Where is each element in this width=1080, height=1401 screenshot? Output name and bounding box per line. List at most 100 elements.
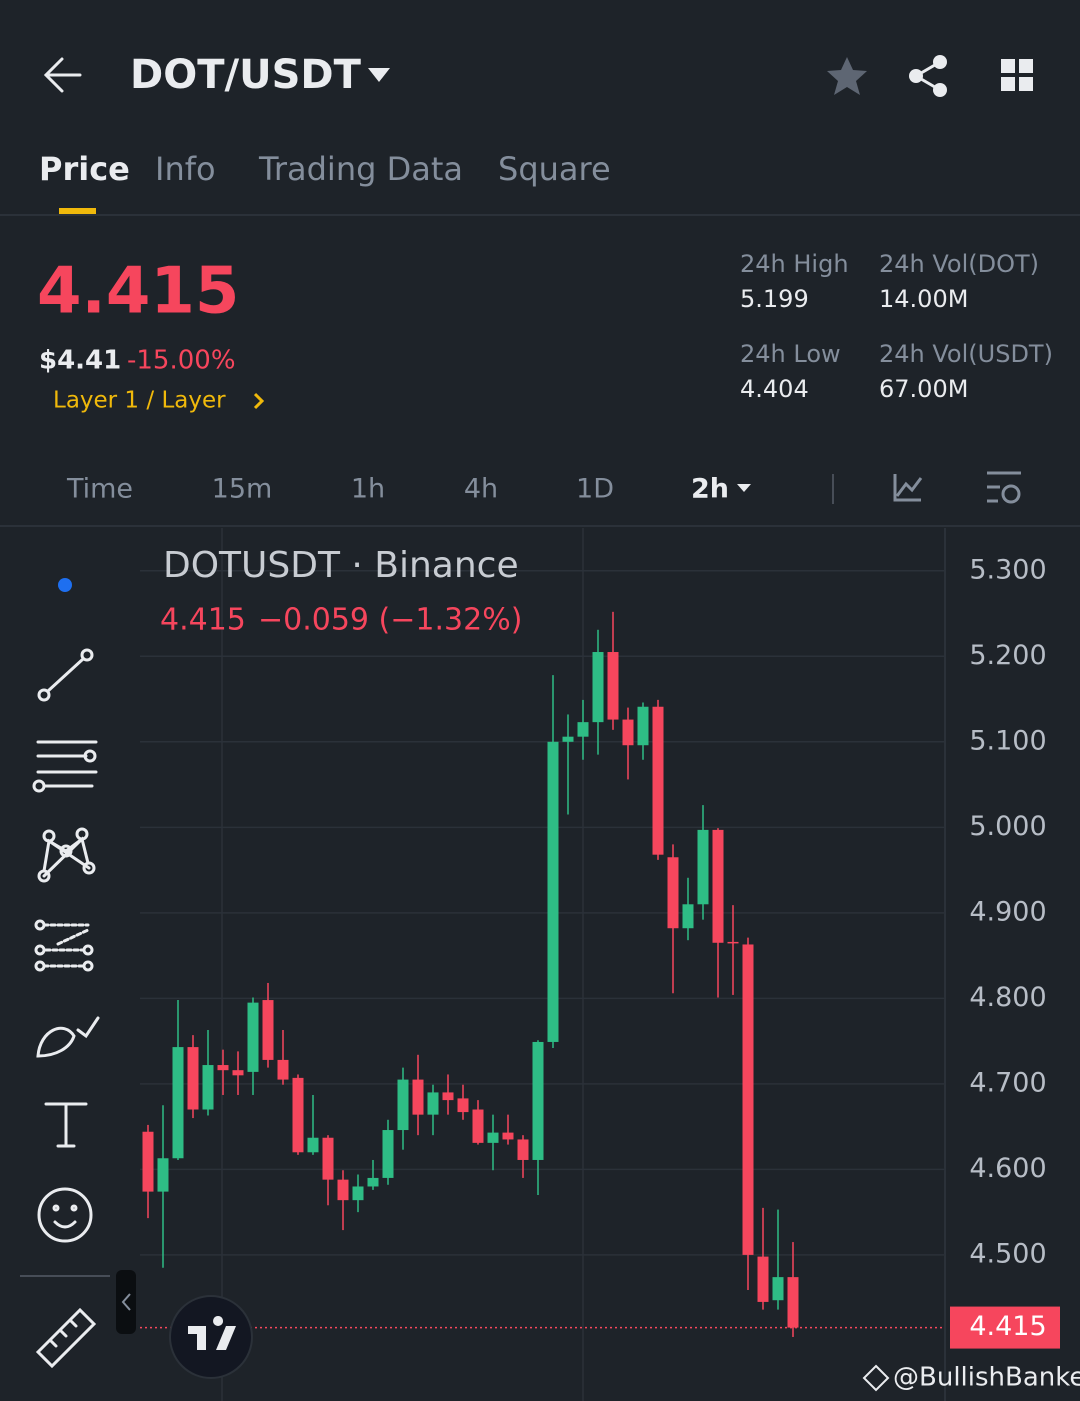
tab[interactable]: Price <box>39 150 130 188</box>
timeframe[interactable]: 1h <box>351 474 385 505</box>
interval-dropdown[interactable] <box>737 484 751 492</box>
stat-value: 14.00M <box>879 285 968 313</box>
chart-ohlc-price: 4.415 <box>160 603 246 638</box>
stat-label: 24h High <box>740 250 849 278</box>
last-price-label: 4.415 <box>969 1311 1046 1342</box>
favorite-icon[interactable] <box>827 57 867 95</box>
candle-body <box>367 1177 379 1187</box>
price-change: -15.00% <box>127 346 236 376</box>
collapse-arrow <box>121 1293 131 1311</box>
stat-value: 4.404 <box>740 375 809 403</box>
candle-body <box>277 1059 289 1080</box>
timeframe[interactable]: 4h <box>464 474 498 505</box>
candle-body <box>697 829 709 905</box>
candle-body <box>727 941 739 944</box>
stat-value: 67.00M <box>879 375 968 403</box>
candle-body <box>142 1131 154 1192</box>
candle-body <box>682 904 694 929</box>
candle-body <box>172 1047 184 1159</box>
candle-body <box>517 1139 529 1160</box>
candle-body <box>577 722 589 737</box>
candle-body <box>217 1065 229 1071</box>
watermark-logo <box>862 1364 890 1392</box>
indicator-icon[interactable] <box>893 474 923 502</box>
candle-body <box>187 1047 199 1110</box>
candle-body <box>412 1079 424 1115</box>
brush-tool[interactable] <box>36 1016 100 1058</box>
timeframe[interactable]: 1D <box>576 474 614 505</box>
measure-tool[interactable] <box>35 1307 97 1369</box>
last-price-box <box>950 1306 1060 1349</box>
stat-label: 24h Low <box>740 340 841 368</box>
settings-icon[interactable] <box>987 471 1021 504</box>
collapse-toolbar[interactable] <box>116 1270 136 1334</box>
back-button[interactable] <box>43 57 82 93</box>
candle-body <box>202 1065 214 1110</box>
y-tick-label: 5.000 <box>969 811 1046 842</box>
candle-body <box>532 1041 544 1160</box>
sector-tag[interactable]: Layer 1 / Layer <box>53 388 226 414</box>
drawing-toolbar <box>20 578 136 1369</box>
candle-body <box>292 1077 304 1153</box>
candle-body <box>442 1092 454 1101</box>
candle-body <box>772 1277 784 1301</box>
timeframe[interactable]: 15m <box>212 474 273 505</box>
text-tool[interactable] <box>44 1102 88 1148</box>
candle-body <box>457 1098 469 1113</box>
candle-body <box>322 1137 334 1180</box>
candle-body <box>607 652 619 720</box>
grid-menu-icon[interactable] <box>1001 59 1033 91</box>
candle-body <box>487 1132 499 1143</box>
y-tick-label: 5.300 <box>969 554 1046 585</box>
fiat-price: $4.41 <box>39 346 121 376</box>
pair-dropdown[interactable] <box>368 68 390 82</box>
candle-body <box>472 1109 484 1143</box>
fib-tool[interactable] <box>34 919 94 972</box>
chart-ohlc-change: −0.059 (−1.32%) <box>258 603 522 638</box>
tab[interactable]: Trading Data <box>258 150 463 188</box>
candle-body <box>397 1079 409 1131</box>
candle-body <box>232 1070 244 1076</box>
timeframe[interactable]: Time <box>66 474 133 505</box>
stat-value: 5.199 <box>740 285 809 313</box>
candle-body <box>262 1000 274 1060</box>
active-tab-indicator <box>59 208 96 214</box>
candle-body <box>427 1092 439 1115</box>
last-price: 4.415 <box>37 255 239 329</box>
pattern-tool[interactable] <box>37 827 96 883</box>
timeframes: Time 15m 1h 4h 1D 2h <box>66 474 729 505</box>
tradingview-logo[interactable] <box>169 1295 253 1379</box>
timeframe[interactable]: 2h <box>691 474 729 505</box>
watermark: @BullishBanker <box>893 1363 1080 1393</box>
tabs: Price Info Trading Data Square <box>39 150 611 188</box>
trend-line-tool[interactable] <box>37 648 94 702</box>
stat-label: 24h Vol(USDT) <box>879 340 1053 368</box>
candle-body <box>787 1277 799 1328</box>
tag-chevron[interactable] <box>253 392 265 410</box>
candle-body <box>622 719 634 746</box>
chart: 5.300 5.200 5.100 5.000 4.900 4.800 4.700 4.600… <box>140 528 1060 1401</box>
emoji-tool[interactable] <box>37 1187 93 1243</box>
y-tick-label: 4.800 <box>969 982 1046 1013</box>
candle-body <box>742 944 754 1255</box>
channel-tool[interactable] <box>32 740 98 793</box>
candle-body <box>637 706 649 746</box>
pair-title[interactable]: DOT/USDT <box>130 52 362 98</box>
candle-body <box>757 1256 769 1302</box>
candle-body <box>352 1186 364 1201</box>
y-tick-label: 4.500 <box>969 1238 1046 1269</box>
tab[interactable]: Square <box>498 150 611 188</box>
candle-body <box>712 829 724 943</box>
candle-body <box>157 1158 169 1192</box>
y-tick-label: 4.900 <box>969 896 1046 927</box>
candle-body <box>247 1002 259 1072</box>
stat-label: 24h Vol(DOT) <box>879 250 1039 278</box>
candle-body <box>667 857 679 929</box>
y-tick-label: 5.100 <box>969 725 1046 756</box>
candle-body <box>652 706 664 855</box>
chart-title: DOTUSDT · Binance <box>163 545 519 586</box>
tab[interactable]: Info <box>155 150 216 188</box>
share-icon[interactable] <box>909 55 947 97</box>
